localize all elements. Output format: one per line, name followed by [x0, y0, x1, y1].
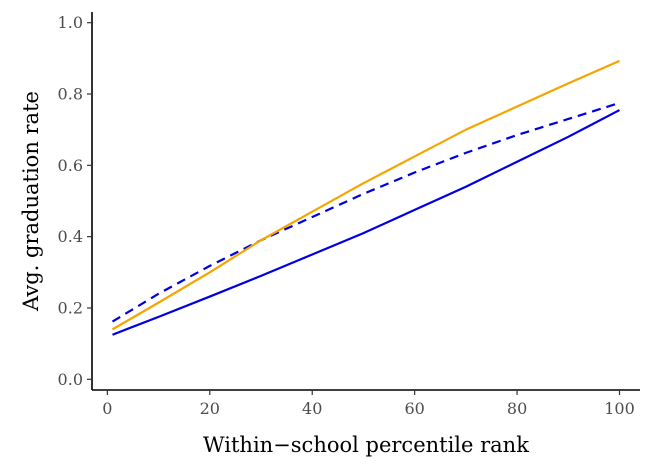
x-tick-label: 100	[604, 399, 635, 418]
y-tick-label: 0.6	[58, 156, 83, 175]
y-tick-label: 0.2	[58, 298, 83, 317]
x-tick-label: 80	[507, 399, 527, 418]
x-axis-title: Within−school percentile rank	[203, 433, 529, 457]
x-axis-ticks: 0 20 40 60 80 100	[102, 390, 635, 418]
y-tick-label: 0.4	[58, 227, 83, 246]
series-line-2	[111, 101, 620, 323]
y-tick-label: 0.0	[58, 370, 83, 389]
y-axis-ticks: 0.0 0.2 0.4 0.6 0.8 1.0	[58, 13, 92, 389]
y-tick-label: 0.8	[58, 85, 83, 104]
x-tick-label: 60	[404, 399, 424, 418]
x-tick-label: 20	[200, 399, 220, 418]
series-line-1	[112, 109, 621, 336]
x-tick-label: 40	[302, 399, 322, 418]
y-axis-title: Avg. graduation rate	[19, 91, 43, 312]
series-layer	[111, 59, 621, 336]
series-line-3	[111, 59, 620, 331]
x-tick-label: 0	[102, 399, 112, 418]
y-tick-label: 1.0	[58, 13, 83, 32]
